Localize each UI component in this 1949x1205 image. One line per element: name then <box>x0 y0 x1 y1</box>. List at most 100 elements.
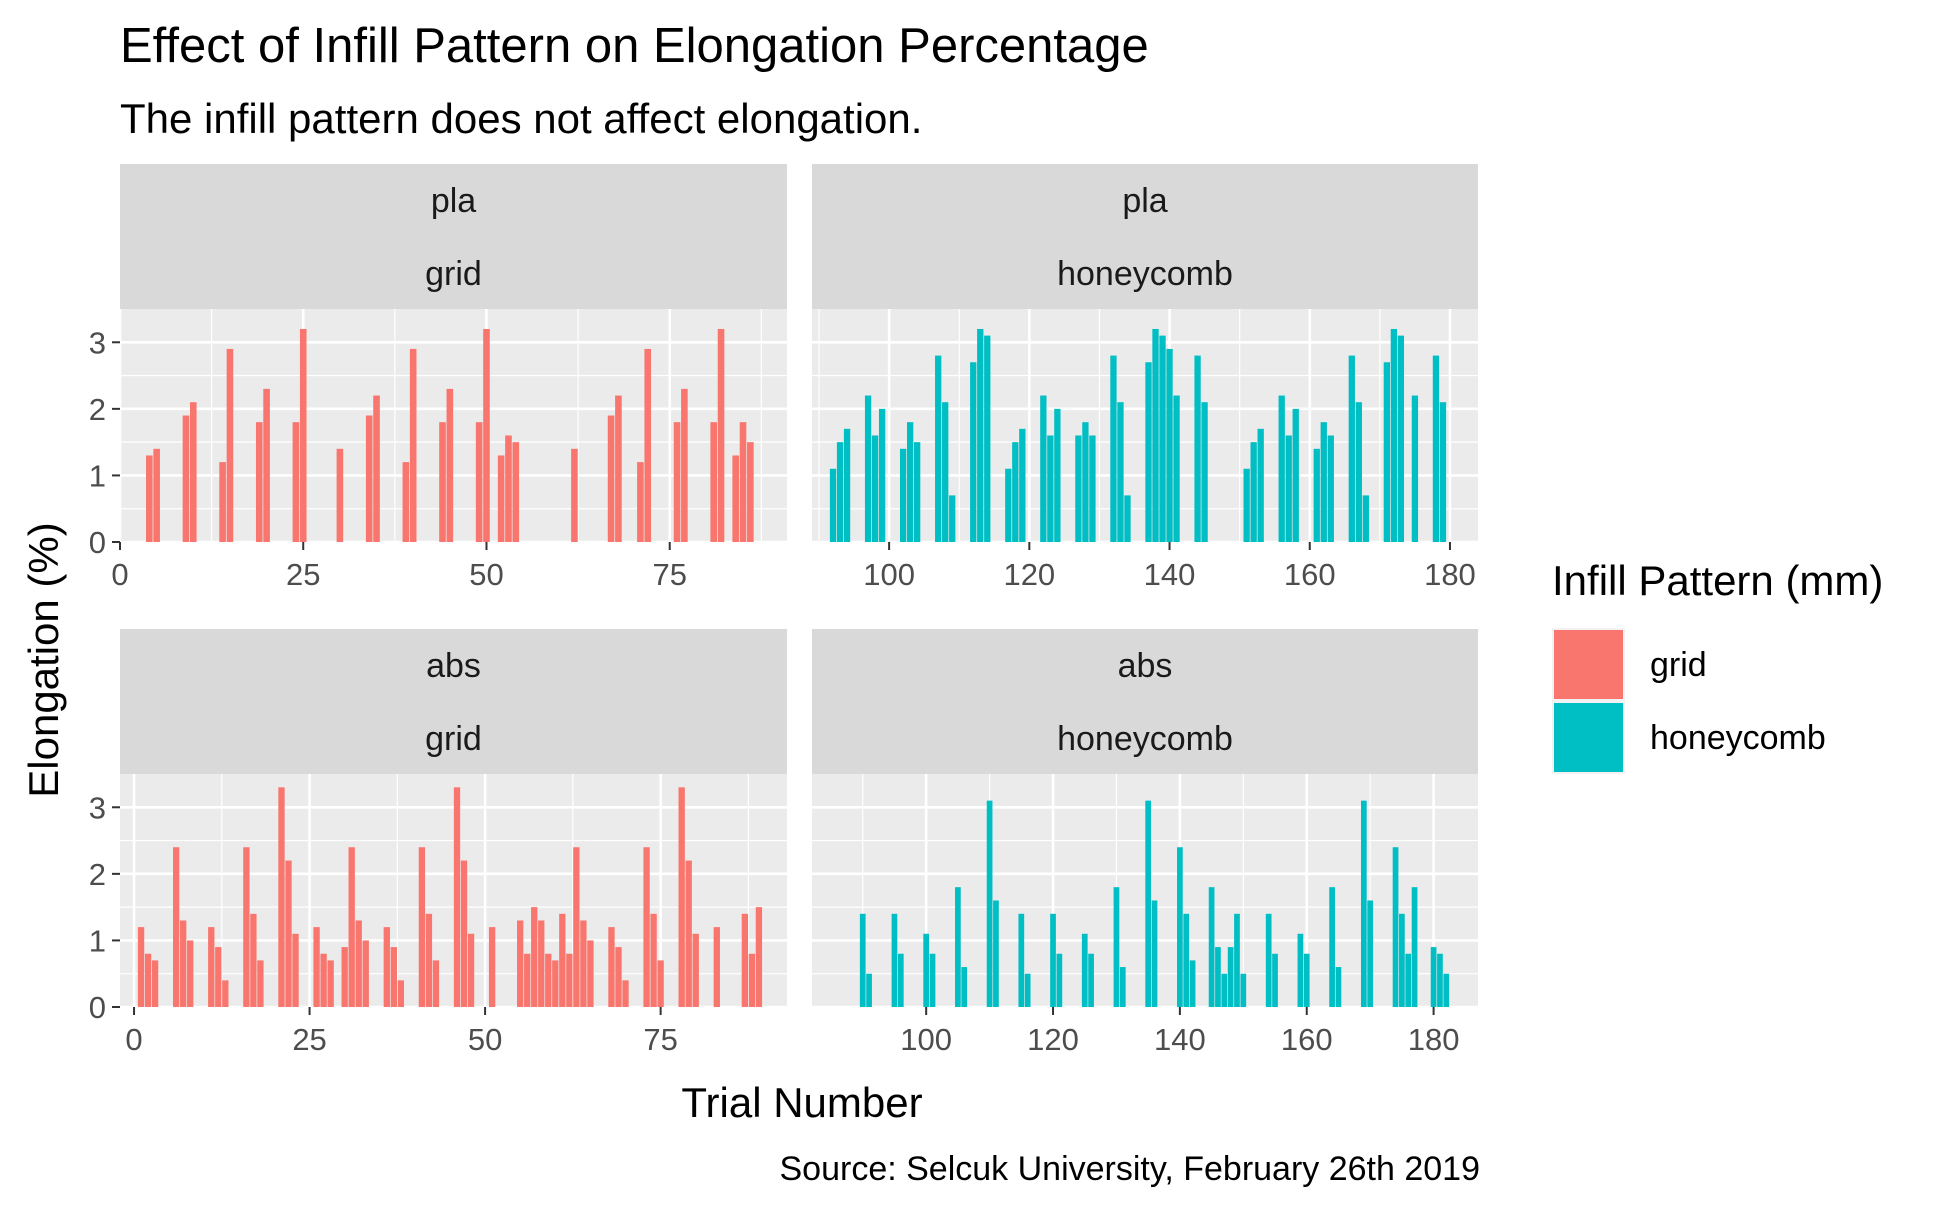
bar <box>559 913 566 1007</box>
bar <box>747 442 754 542</box>
panel-background <box>120 774 787 1007</box>
bar <box>1367 900 1374 1007</box>
bar <box>153 448 160 542</box>
strip-label-material: abs <box>426 647 481 685</box>
bar <box>1221 973 1228 1007</box>
bar <box>891 913 898 1007</box>
bar <box>1005 468 1012 542</box>
bar <box>439 422 446 542</box>
bar <box>383 927 390 1007</box>
bar <box>1201 402 1208 542</box>
bar <box>984 335 991 542</box>
bar <box>1075 435 1082 542</box>
bar <box>505 435 512 542</box>
x-axis-title: Trial Number <box>681 1079 922 1126</box>
legend-title: Infill Pattern (mm) <box>1552 557 1883 604</box>
bar <box>1265 913 1272 1007</box>
bar <box>986 800 993 1007</box>
bar <box>292 422 300 542</box>
strip-label-pattern: honeycomb <box>1057 720 1233 758</box>
facet-strip <box>812 629 1478 774</box>
bar <box>681 388 688 542</box>
y-tick-label: 3 <box>89 325 106 360</box>
bar <box>961 967 968 1007</box>
bar <box>1208 887 1215 1007</box>
bar <box>878 408 886 542</box>
bar <box>1117 402 1124 542</box>
bar <box>899 448 907 542</box>
bar <box>390 947 397 1007</box>
bar <box>1313 448 1320 542</box>
bar <box>1018 913 1025 1007</box>
bar <box>373 395 380 542</box>
bar <box>1088 953 1094 1007</box>
strip-label-material: pla <box>431 182 476 220</box>
bar <box>1360 800 1367 1007</box>
bar <box>713 927 720 1007</box>
bar <box>1348 355 1355 542</box>
bar <box>1119 967 1126 1007</box>
bar <box>418 847 426 1007</box>
bar <box>208 927 215 1007</box>
x-tick-label: 50 <box>469 557 503 592</box>
legend: Infill Pattern (mm) grid honeycomb <box>1552 557 1883 774</box>
x-tick-label: 160 <box>1284 557 1336 592</box>
y-axis-title: Elongation (%) <box>20 522 67 797</box>
bar <box>1278 395 1285 542</box>
bar <box>977 328 984 542</box>
bar <box>1054 408 1061 542</box>
bar <box>942 402 949 542</box>
bar <box>517 920 524 1007</box>
bar <box>341 947 348 1007</box>
bar <box>1430 947 1437 1007</box>
bar <box>173 847 180 1007</box>
facet-strip <box>812 164 1478 309</box>
y-tick-label: 1 <box>89 458 106 493</box>
bar <box>151 960 159 1007</box>
bar <box>263 388 270 542</box>
strip-label-material: pla <box>1122 182 1167 220</box>
bar <box>615 947 622 1007</box>
bar <box>432 960 440 1007</box>
legend-label-grid: grid <box>1650 646 1707 684</box>
bar <box>1327 435 1334 542</box>
bar <box>475 422 483 542</box>
bar <box>1320 422 1327 542</box>
bar <box>970 362 977 542</box>
bar <box>1303 953 1310 1007</box>
bar <box>446 388 454 542</box>
x-tick-label: 100 <box>863 557 915 592</box>
bar <box>497 455 505 542</box>
bar <box>755 907 763 1007</box>
bar <box>215 947 222 1007</box>
bar <box>859 913 866 1007</box>
x-tick-label: 180 <box>1408 1022 1460 1057</box>
bar <box>1124 495 1131 542</box>
bar <box>1335 967 1342 1007</box>
bar <box>1166 348 1173 542</box>
bar <box>741 913 749 1007</box>
bar <box>1113 887 1120 1007</box>
bar <box>1234 913 1240 1007</box>
panel-abs-grid: abs grid 0 1 2 3 0 25 50 75 <box>89 629 787 1057</box>
bar <box>397 980 405 1007</box>
bar <box>409 348 417 542</box>
x-tick-label: 120 <box>1027 1022 1079 1057</box>
bar <box>278 787 285 1007</box>
bar <box>285 860 292 1007</box>
bar <box>573 847 580 1007</box>
bar <box>608 927 615 1007</box>
panel-abs-honeycomb: abs honeycomb 100 120 140 160 180 <box>812 629 1478 1057</box>
bar <box>1173 395 1180 542</box>
facet-strip <box>120 629 787 774</box>
bar <box>1392 847 1399 1007</box>
bar <box>1159 335 1166 542</box>
strip-label-material: abs <box>1118 647 1173 685</box>
bar <box>144 953 152 1007</box>
bar <box>717 328 725 542</box>
bar <box>189 402 197 542</box>
bar <box>732 455 739 542</box>
bar <box>1329 887 1335 1007</box>
bar <box>531 907 538 1007</box>
